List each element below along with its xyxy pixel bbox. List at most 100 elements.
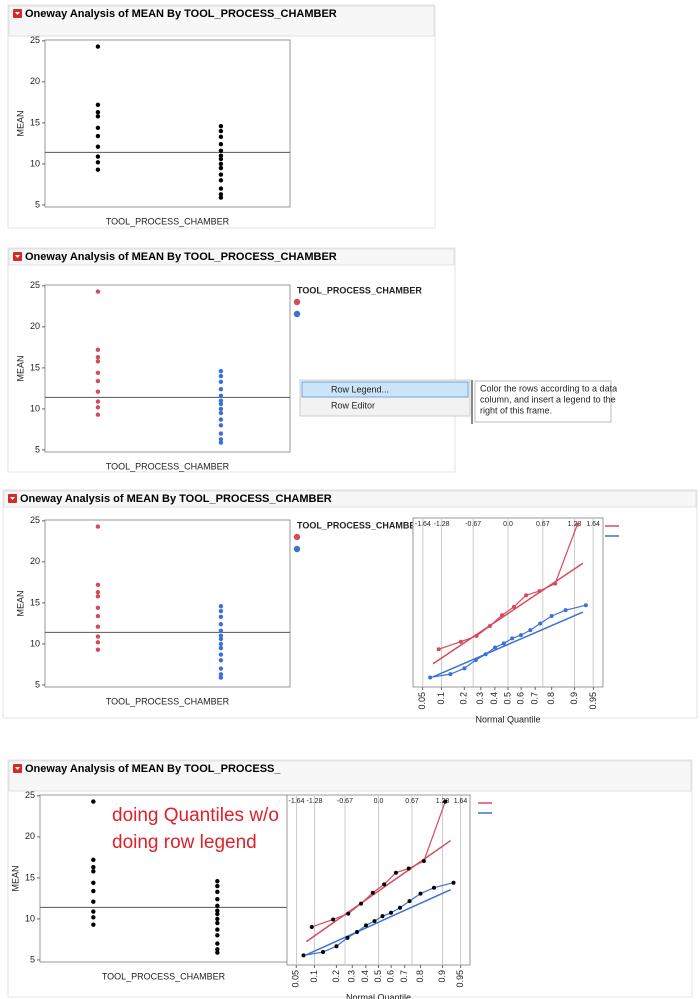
tooltip-text: column, and insert a legend to the bbox=[480, 394, 616, 404]
quantile-point bbox=[524, 593, 529, 598]
oneway-panel: Oneway Analysis of MEAN By TOOL_PROCESS_… bbox=[7, 4, 436, 229]
fit-line bbox=[305, 839, 452, 943]
quantile-point bbox=[406, 866, 411, 871]
top-tick-label: 1.64 bbox=[586, 521, 600, 528]
data-point bbox=[95, 389, 101, 394]
x-tick-label: 0.95 bbox=[455, 970, 465, 988]
data-point bbox=[218, 406, 224, 412]
quantile-point bbox=[451, 880, 456, 885]
x-tick-label: 0.5 bbox=[502, 692, 512, 705]
top-tick-label: 1.64 bbox=[454, 798, 468, 805]
data-point bbox=[218, 128, 224, 134]
y-axis-label: MEAN bbox=[15, 110, 25, 136]
menu-item[interactable]: Row Legend... bbox=[331, 384, 389, 394]
data-point bbox=[218, 192, 224, 197]
y-tick-label: 10 bbox=[30, 158, 40, 168]
x-tick-label: 0.95 bbox=[588, 692, 598, 710]
data-point bbox=[218, 417, 224, 422]
x-tick-label: 0.9 bbox=[569, 692, 579, 705]
data-point bbox=[95, 605, 101, 611]
data-point bbox=[218, 373, 224, 379]
quantile-point bbox=[355, 930, 359, 935]
data-point bbox=[91, 799, 96, 804]
quantile-point bbox=[389, 910, 393, 915]
data-point bbox=[95, 399, 101, 404]
data-point bbox=[218, 393, 224, 398]
data-point bbox=[95, 347, 101, 353]
quantile-point bbox=[398, 905, 402, 910]
y-tick-label: 20 bbox=[25, 831, 35, 841]
data-point bbox=[218, 401, 224, 407]
x-tick-label: 0.7 bbox=[530, 692, 540, 705]
x-tick-label: 0.2 bbox=[459, 692, 469, 705]
quantile-point bbox=[393, 870, 398, 875]
menu-highlight[interactable] bbox=[301, 381, 469, 398]
top-tick-label: -1.64 bbox=[415, 521, 431, 528]
disclosure-arrow bbox=[15, 12, 20, 15]
data-point bbox=[91, 857, 96, 863]
y-axis-label: MEAN bbox=[15, 355, 25, 381]
x-axis-label: TOOL_PROCESS_CHAMBER bbox=[102, 971, 226, 981]
data-point bbox=[91, 899, 96, 904]
quantile-point bbox=[510, 636, 515, 641]
y-tick-label: 5 bbox=[30, 954, 35, 964]
x-tick-label: 0.4 bbox=[360, 970, 370, 983]
data-point bbox=[215, 903, 220, 908]
x-tick-label: 0.8 bbox=[546, 692, 556, 705]
data-point bbox=[218, 379, 224, 385]
top-tick-label: -1.28 bbox=[434, 521, 450, 528]
data-point bbox=[91, 880, 96, 886]
data-point bbox=[218, 440, 224, 445]
data-point bbox=[218, 153, 224, 158]
quantile-point bbox=[500, 613, 505, 618]
y-tick-label: 10 bbox=[30, 403, 40, 413]
quantile-point bbox=[583, 603, 588, 608]
data-point bbox=[218, 633, 224, 638]
disclosure-arrow bbox=[15, 767, 20, 770]
x-axis-label: Normal Quantile bbox=[475, 714, 540, 724]
x-tick-label: 0.1 bbox=[309, 970, 319, 983]
quantile-point bbox=[537, 589, 542, 594]
quantile-point bbox=[407, 899, 412, 904]
data-point bbox=[218, 156, 224, 162]
fit-line bbox=[306, 888, 451, 956]
x-tick-label: 0.6 bbox=[516, 692, 526, 705]
x-tick-label: 0.3 bbox=[475, 692, 485, 705]
quantile-line bbox=[303, 882, 454, 956]
data-point bbox=[95, 44, 101, 49]
plot-frame bbox=[44, 519, 291, 688]
y-axis-label: MEAN bbox=[15, 590, 25, 616]
data-point bbox=[218, 195, 224, 200]
data-point bbox=[95, 154, 101, 159]
data-point bbox=[95, 405, 101, 410]
x-tick-label: 0.6 bbox=[386, 970, 396, 983]
data-point bbox=[215, 911, 220, 917]
data-point bbox=[215, 916, 220, 922]
title-bar bbox=[8, 5, 435, 37]
y-tick-label: 25 bbox=[30, 35, 40, 45]
x-axis-label: TOOL_PROCESS_CHAMBER bbox=[106, 216, 230, 226]
data-point bbox=[218, 398, 224, 403]
annotation: doing Quantiles w/o bbox=[112, 805, 279, 826]
data-point bbox=[215, 908, 220, 913]
x-tick-label: 0.2 bbox=[331, 970, 341, 983]
top-tick-label: 0.0 bbox=[374, 798, 384, 805]
data-point bbox=[215, 947, 220, 952]
data-point bbox=[95, 110, 101, 115]
data-point bbox=[218, 165, 224, 171]
y-tick-label: 15 bbox=[30, 597, 40, 607]
annotation: doing row legend bbox=[112, 832, 257, 853]
top-tick-label: 0.67 bbox=[405, 798, 419, 805]
x-tick-label: 0.05 bbox=[417, 692, 427, 710]
title-bar bbox=[8, 248, 455, 266]
x-axis-label: TOOL_PROCESS_CHAMBER bbox=[106, 461, 230, 471]
panel-title: Oneway Analysis of MEAN By TOOL_PROCESS_ bbox=[25, 763, 281, 775]
data-point bbox=[95, 359, 101, 364]
menu-item[interactable]: Row Editor bbox=[331, 400, 375, 410]
data-point bbox=[95, 125, 101, 131]
x-tick-label: 0.3 bbox=[347, 970, 357, 983]
y-tick-label: 25 bbox=[25, 790, 35, 800]
data-point bbox=[95, 412, 101, 417]
data-point bbox=[95, 114, 101, 119]
